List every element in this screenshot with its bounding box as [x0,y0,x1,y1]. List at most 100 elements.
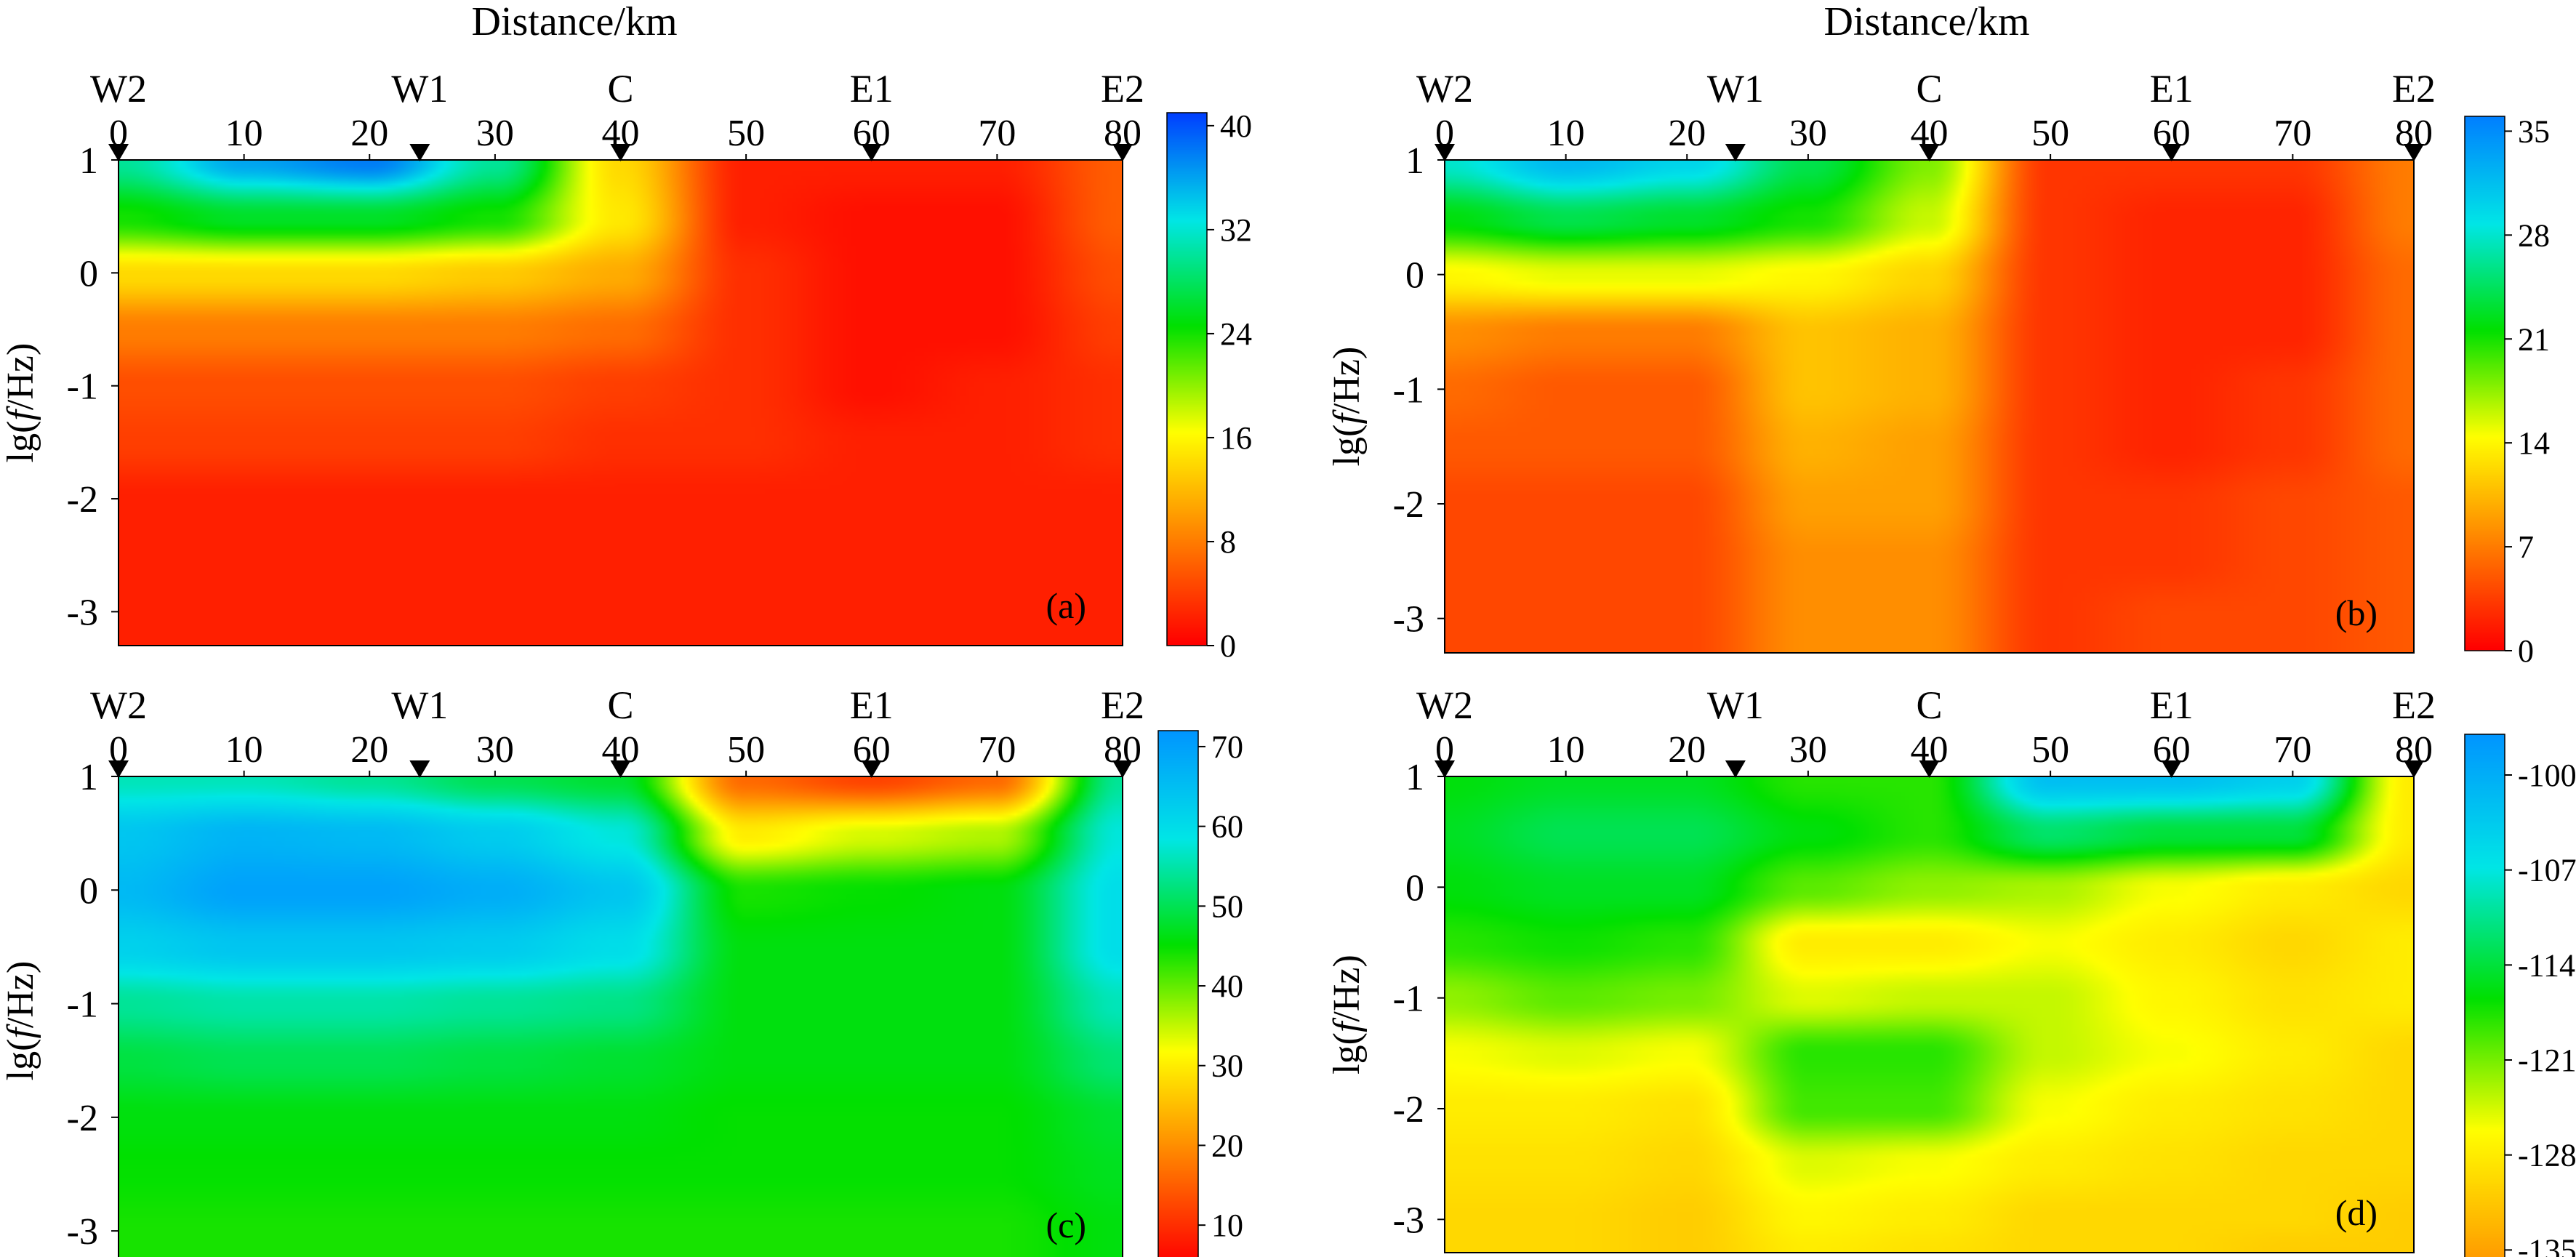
x-tick-label: 20 [1668,113,1706,154]
station-marker-c [610,144,631,161]
colorbar [2465,734,2505,1257]
colorbar [1158,731,1198,1257]
y-tick-label: 0 [79,870,98,912]
colorbar-tick-label: 24 [1220,316,1252,352]
station-label-w1: W1 [1707,67,1764,111]
colorbar-frame [1157,730,1199,1257]
station-label-w2: W2 [90,683,147,727]
x-tick-label: 30 [476,729,514,771]
station-label-w1: W1 [391,67,448,111]
station-label-e1: E1 [850,683,894,727]
station-label-w1: W1 [391,683,448,727]
colorbar-tick-label: 10 [1211,1208,1243,1243]
station-marker-w1 [1725,144,1746,161]
station-label-e1: E1 [850,67,894,111]
x-tick-label: 10 [1547,113,1585,154]
station-label-c: C [1916,67,1942,111]
x-tick-label: 30 [476,113,514,154]
colorbar-tick-label: 7 [2518,529,2534,565]
y-tick-label: 1 [1405,757,1424,798]
x-axis-title-left: Distance/km [471,0,677,44]
colorbar-tick-label: 40 [1220,108,1252,144]
station-label-w2: W2 [1416,67,1473,111]
x-tick-label: 20 [1668,729,1706,771]
y-tick-label: 1 [1405,140,1424,182]
panel-label: (b) [2335,593,2378,633]
y-tick-label: -3 [1393,1200,1424,1241]
station-marker-e2 [1112,144,1133,161]
x-tick-label: 70 [978,113,1016,154]
y-tick-label: -2 [1393,1089,1424,1131]
station-marker-e2 [2404,144,2424,161]
station-marker-w1 [1725,760,1746,778]
station-label-c: C [607,683,633,727]
station-marker-w2 [1435,144,1455,161]
y-axis-title: lg(f/Hz) [1326,955,1368,1075]
station-label-e1: E1 [2150,67,2194,111]
y-tick-label: 0 [1405,255,1424,297]
y-tick-label: -3 [67,592,98,633]
y-tick-label: 0 [1405,867,1424,909]
station-label-e1: E1 [2150,683,2194,727]
y-axis-title: lg(f/Hz) [0,961,41,1081]
x-tick-label: 10 [225,113,263,154]
y-tick-label: -2 [67,479,98,521]
colorbar-frame [2464,116,2505,651]
colorbar-tick-label: -107 [2518,853,2576,888]
x-tick-label: 50 [727,729,765,771]
x-tick-label: 50 [727,113,765,154]
colorbar-tick-label: 30 [1211,1048,1243,1084]
x-tick-label: 20 [350,729,388,771]
colorbar-tick-label: 40 [1211,968,1243,1004]
heatmap-field [1445,776,2414,1253]
y-tick-label: -1 [67,366,98,408]
colorbar-tick-label: 21 [2518,321,2550,357]
station-label-e2: E2 [2392,683,2436,727]
y-tick-label: -1 [1393,979,1424,1020]
station-marker-e1 [861,760,882,778]
station-label-w1: W1 [1707,683,1764,727]
station-label-w2: W2 [90,67,147,111]
x-tick-label: 50 [2031,113,2069,154]
x-tick-label: 70 [2274,113,2311,154]
y-axis-title: lg(f/Hz) [0,343,41,463]
x-tick-label: 10 [225,729,263,771]
x-axis-title-right: Distance/km [1823,0,2029,44]
station-label-w2: W2 [1416,683,1473,727]
y-tick-label: -3 [67,1211,98,1253]
x-tick-label: 50 [2031,729,2069,771]
heatmap-field [1445,160,2414,653]
station-marker-c [1919,760,1940,778]
station-marker-e1 [2161,760,2182,778]
colorbar-tick-label: 28 [2518,217,2550,253]
colorbar [1167,113,1207,646]
station-label-e2: E2 [1101,683,1144,727]
y-axis-title: lg(f/Hz) [1326,347,1368,467]
heatmap-field [119,160,1123,646]
x-tick-label: 70 [2274,729,2311,771]
colorbar-tick-label: 70 [1211,729,1243,765]
colorbar-tick-label: 14 [2518,425,2550,461]
colorbar-tick-label: 0 [2518,633,2534,669]
station-marker-e1 [861,144,882,161]
y-tick-label: -3 [1393,599,1424,640]
colorbar-tick-label: 32 [1220,212,1252,248]
colorbar-tick-label: 20 [1211,1128,1243,1163]
colorbar-tick-label: -121 [2518,1043,2576,1078]
y-tick-label: -2 [67,1098,98,1139]
colorbar-tick-label: 8 [1220,524,1236,560]
x-tick-label: 30 [1789,729,1827,771]
y-tick-label: 1 [79,757,98,798]
station-marker-w1 [409,144,430,161]
station-label-c: C [607,67,633,111]
station-label-c: C [1916,683,1942,727]
panel-label: (a) [1046,585,1087,626]
station-marker-c [610,760,631,778]
colorbar-tick-label: -128 [2518,1138,2576,1173]
